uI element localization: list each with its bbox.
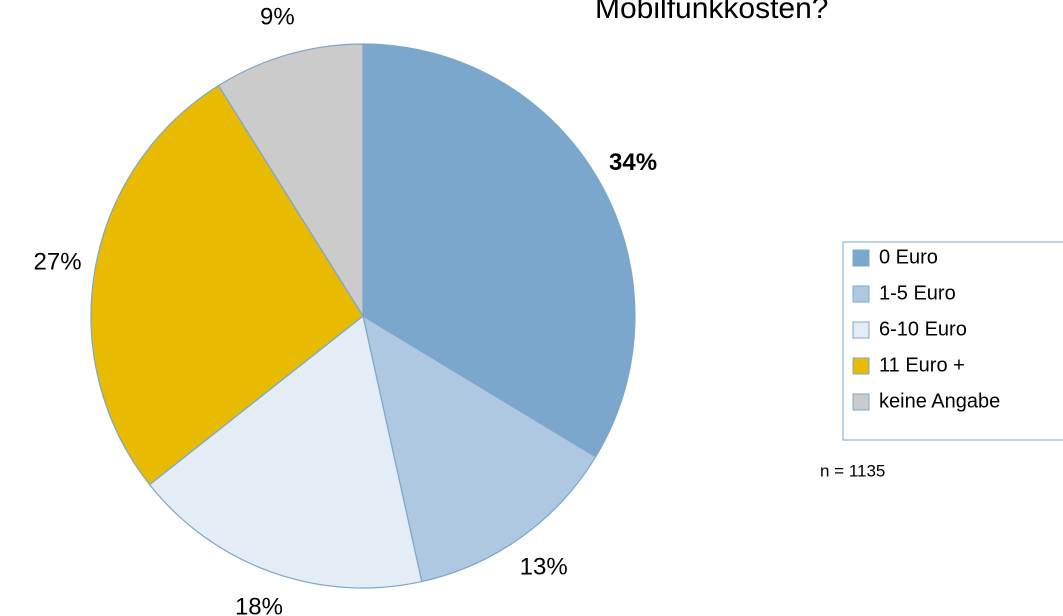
- legend-label: keine Angabe: [879, 390, 1000, 412]
- pie-slice: [362, 314, 597, 583]
- legend-swatch: [852, 357, 870, 375]
- legend-box: [842, 241, 1063, 441]
- legend-swatch: [852, 249, 870, 267]
- pie-slice: [90, 84, 364, 486]
- pie-slice: [362, 43, 636, 458]
- legend-swatch: [852, 321, 870, 339]
- note: n = 1135: [820, 461, 885, 480]
- data-label: 18%: [235, 593, 283, 616]
- legend-swatch: [852, 285, 870, 303]
- pie-slice: [148, 314, 423, 589]
- data-label: 13%: [520, 553, 568, 580]
- pie-slice: [217, 43, 364, 319]
- data-label: 34%: [609, 149, 657, 176]
- data-label: 27%: [34, 249, 82, 276]
- legend-label: 11 Euro +: [879, 354, 965, 376]
- legend-label: 6-10 Euro: [879, 318, 967, 340]
- legend-label: 0 Euro: [879, 246, 938, 268]
- legend-label: 1-5 Euro: [879, 282, 956, 304]
- data-label: 9%: [260, 3, 295, 30]
- legend-swatch: [852, 393, 870, 411]
- chart-title: Mobilfunkkosten?: [595, 0, 828, 25]
